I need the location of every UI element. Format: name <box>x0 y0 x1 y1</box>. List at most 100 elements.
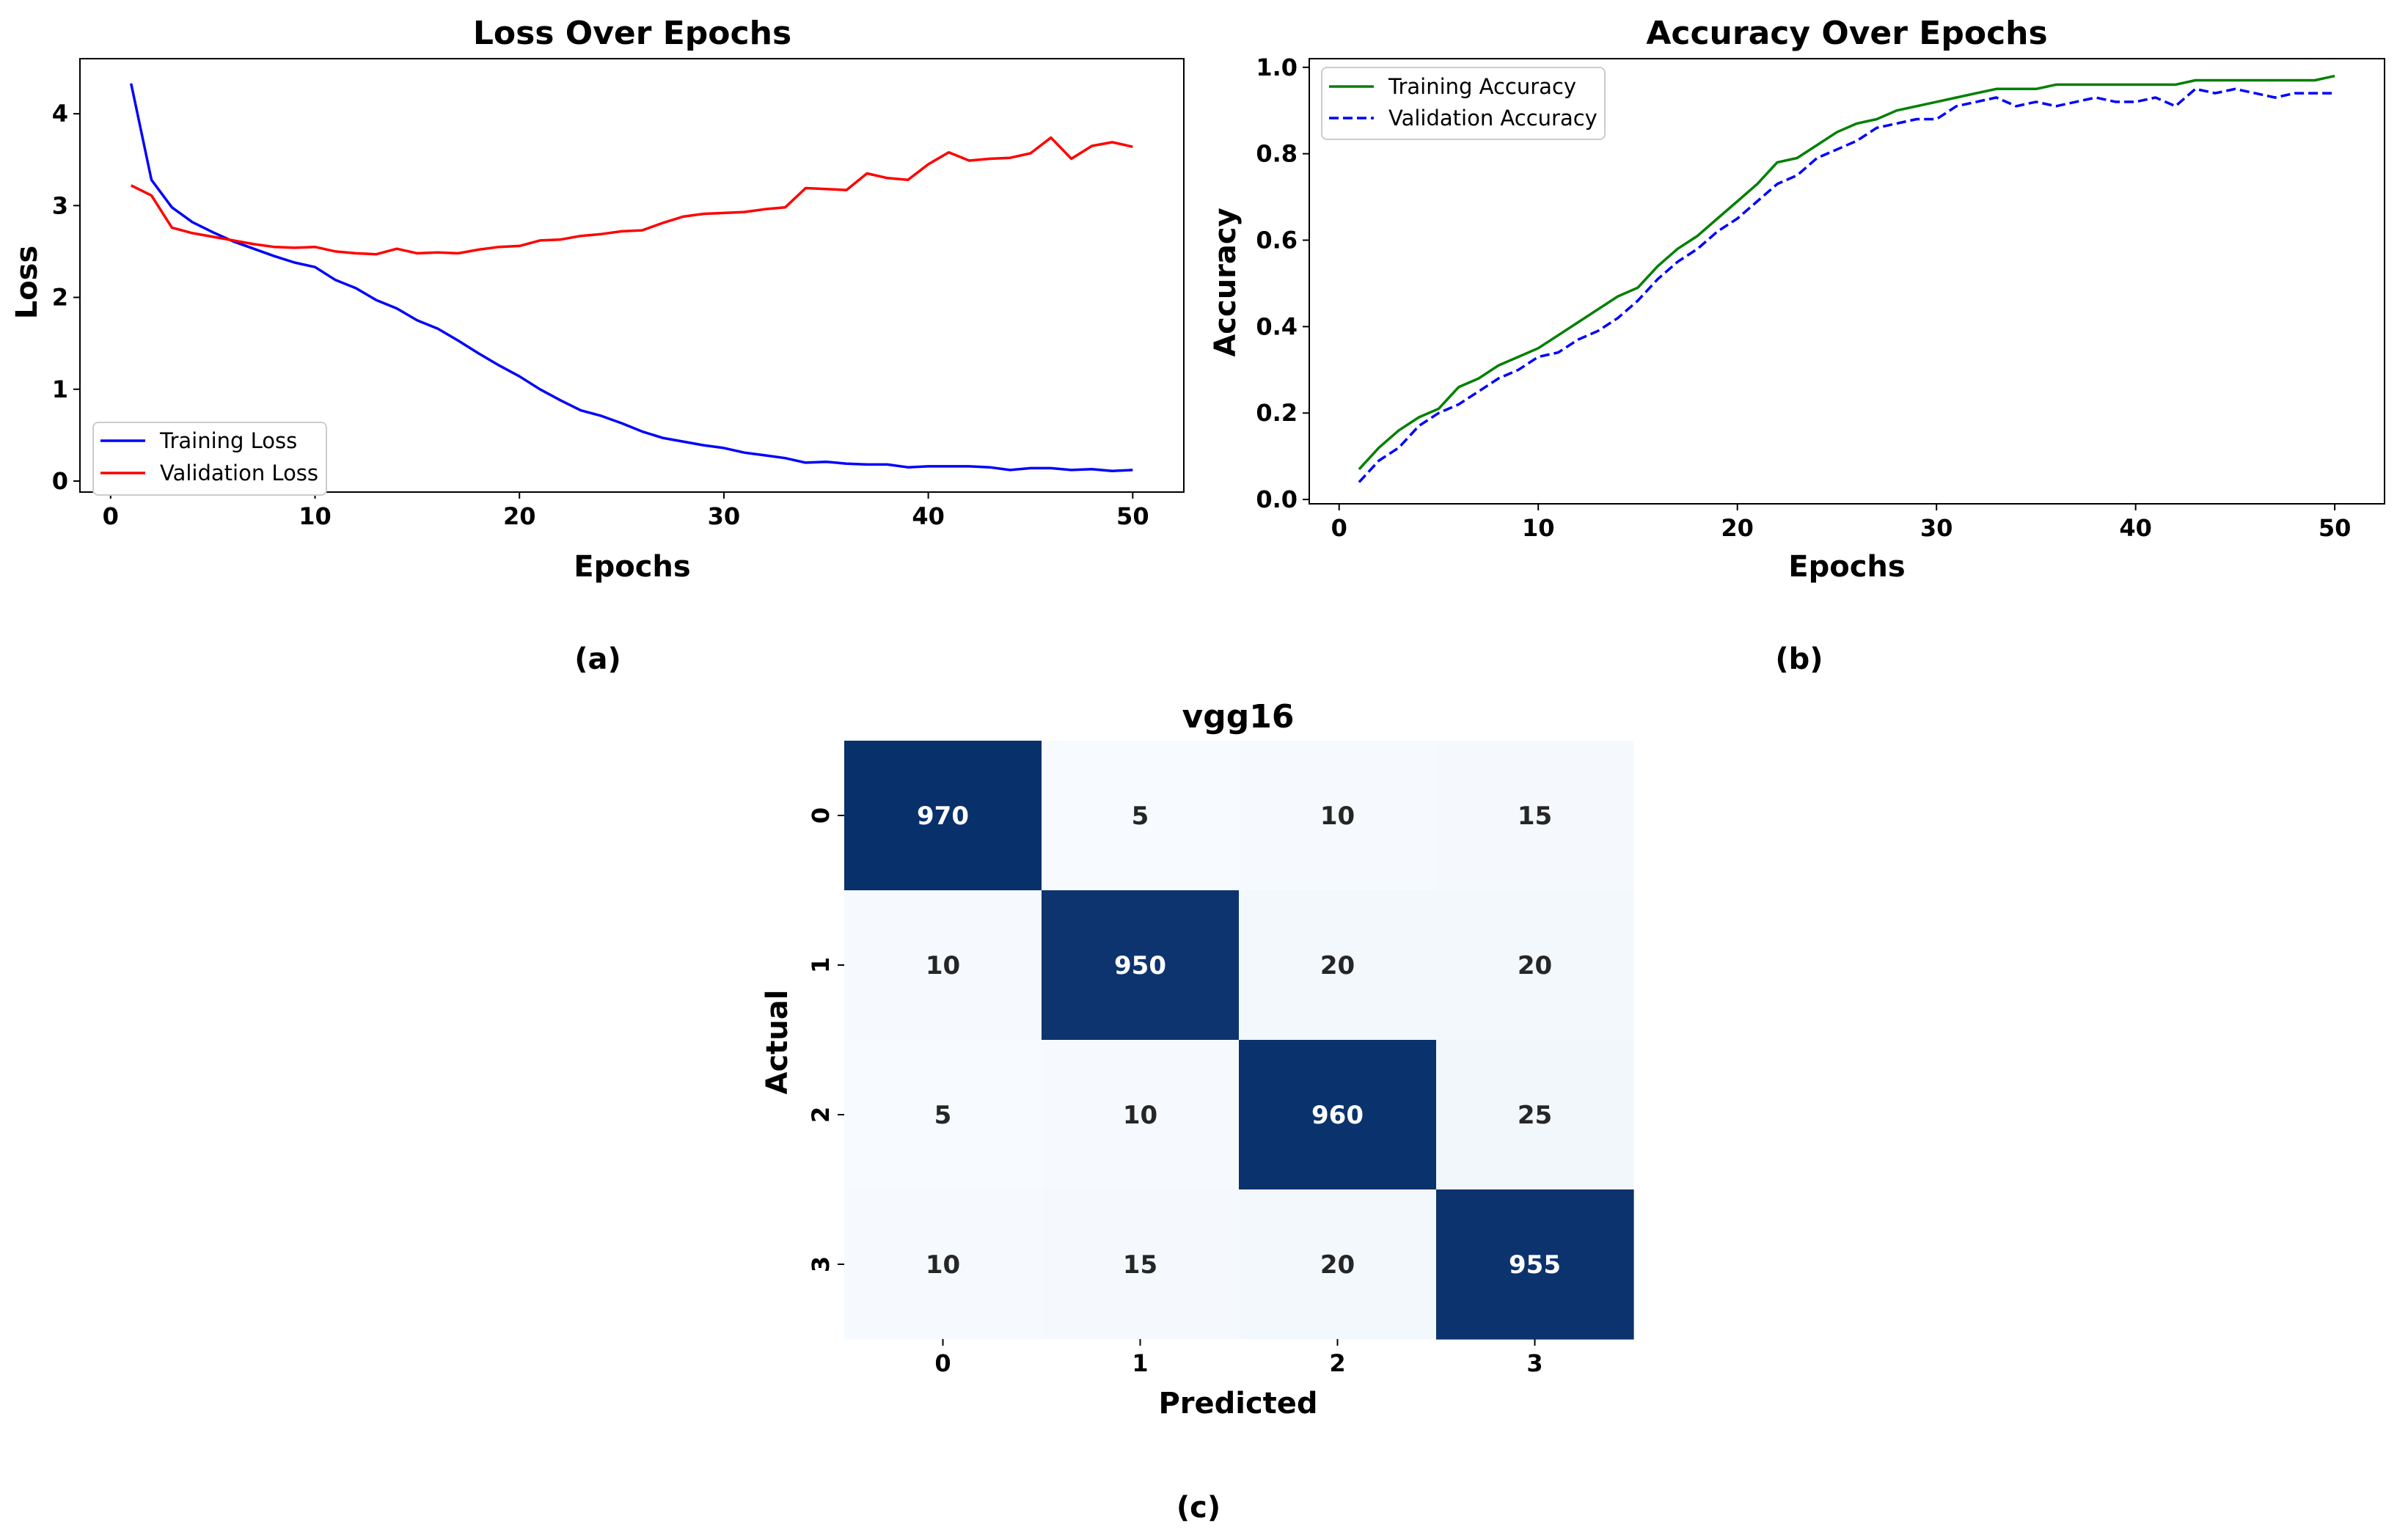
training-accuracy-line <box>1358 74 2335 471</box>
accuracy-legend: Training Accuracy Validation Accuracy <box>1321 67 1606 140</box>
heatmap-cell <box>1042 1040 1240 1190</box>
heatmap-cell <box>1436 890 1634 1041</box>
confusion-matrix-x-tick-label: 3 <box>1526 1349 1543 1377</box>
accuracy-y-axis-ticks: 0.0 0.2 0.4 0.6 0.8 1.0 <box>1256 54 1309 513</box>
loss-x-tick-label: 40 <box>912 502 945 530</box>
accuracy-x-axis-ticks: 0 10 20 30 40 50 <box>1331 504 2351 542</box>
heatmap-cell-value: 950 <box>1114 951 1166 980</box>
loss-y-tick-label: 2 <box>52 284 68 312</box>
heatmap-cell <box>1239 741 1437 891</box>
accuracy-legend-box <box>1321 67 1606 140</box>
loss-y-tick-label: 1 <box>52 375 68 403</box>
heatmap-cell <box>1239 890 1437 1041</box>
training-loss-line <box>129 83 1133 472</box>
panel-b-caption: (b) <box>1775 642 1823 676</box>
accuracy-x-axis-label: Epochs <box>1788 550 1905 584</box>
accuracy-x-tick-label: 40 <box>2119 514 2152 542</box>
loss-y-tick-label: 4 <box>52 100 68 128</box>
heatmap-cell-value: 15 <box>1123 1250 1157 1280</box>
heatmap-cell <box>1239 1189 1437 1340</box>
accuracy-y-tick-label: 0.8 <box>1256 140 1298 168</box>
heatmap-cell <box>1042 1189 1240 1340</box>
heatmap-cell-value: 25 <box>1518 1101 1552 1130</box>
heatmap-cell <box>844 1189 1042 1340</box>
loss-x-tick-label: 20 <box>503 502 536 530</box>
loss-y-tick-label: 3 <box>52 191 68 219</box>
validation-accuracy-line <box>1358 87 2335 483</box>
heatmap-cell <box>844 1040 1042 1190</box>
confusion-matrix-y-tick-label: 1 <box>807 957 835 973</box>
loss-legend-box <box>92 422 327 496</box>
confusion-matrix-x-tick-label: 2 <box>1329 1349 1345 1377</box>
accuracy-y-tick-label: 1.0 <box>1256 54 1298 81</box>
confusion-matrix-x-ticks: 0 1 2 3 <box>934 1339 1543 1377</box>
loss-x-tick-label: 30 <box>708 502 741 530</box>
accuracy-y-axis-label: Accuracy <box>1209 208 1243 356</box>
loss-x-tick-label: 0 <box>103 502 119 530</box>
confusion-matrix-y-tick-label: 2 <box>807 1107 835 1123</box>
validation-loss-legend-label: Validation Loss <box>160 461 318 485</box>
confusion-matrix-title: vgg16 <box>1182 698 1295 736</box>
heatmap-cell-value: 20 <box>1518 951 1552 980</box>
confusion-matrix-y-ticks: 0 1 2 3 <box>807 807 844 1272</box>
accuracy-x-tick-label: 20 <box>1721 514 1754 542</box>
loss-series-lines <box>129 83 1133 472</box>
heatmap-cell-value: 970 <box>917 802 969 831</box>
loss-chart-title: Loss Over Epochs <box>473 15 791 52</box>
heatmap-cell <box>1436 1040 1634 1190</box>
training-loss-legend-label: Training Loss <box>159 428 297 453</box>
loss-y-axis-ticks: 0 1 2 3 4 <box>52 100 80 495</box>
confusion-matrix-y-tick-label: 0 <box>807 807 835 824</box>
loss-x-tick-label: 10 <box>299 502 332 530</box>
accuracy-plot-frame <box>1309 58 2385 505</box>
heatmap-cell <box>844 890 1042 1041</box>
accuracy-x-tick-label: 0 <box>1331 514 1347 542</box>
loss-chart-panel: Loss Over Epochs 0 10 20 30 40 50 0 1 2 3 4 Epoch… <box>10 15 1185 676</box>
training-accuracy-legend-label: Training Accuracy <box>1388 74 1576 99</box>
accuracy-x-tick-label: 10 <box>1522 514 1555 542</box>
loss-y-tick-label: 0 <box>52 467 68 495</box>
heatmap-cell-value: 10 <box>1320 802 1355 831</box>
heatmap-cell-value: 5 <box>1132 802 1149 831</box>
heatmap-cell-value: 955 <box>1509 1250 1561 1280</box>
confusion-matrix-x-axis-label: Predicted <box>1158 1387 1317 1420</box>
heatmap-cell-value: 20 <box>1320 951 1355 980</box>
accuracy-series-lines <box>1358 74 2335 483</box>
loss-x-axis-ticks: 0 10 20 30 40 50 <box>103 492 1149 530</box>
confusion-matrix-x-tick-label: 1 <box>1132 1349 1148 1377</box>
accuracy-chart-title: Accuracy Over Epochs <box>1646 15 2047 52</box>
confusion-matrix-y-axis-label: Actual <box>761 990 794 1095</box>
accuracy-y-tick-label: 0.6 <box>1256 227 1298 254</box>
heatmap-cell <box>1239 1040 1437 1190</box>
validation-loss-line <box>130 136 1133 256</box>
heatmap-cell-value: 10 <box>1123 1101 1157 1130</box>
loss-x-tick-label: 50 <box>1116 502 1149 530</box>
accuracy-y-tick-label: 0.2 <box>1256 399 1298 427</box>
heatmap-cell-value: 10 <box>926 1250 960 1280</box>
loss-plot-frame <box>79 58 1185 493</box>
validation-accuracy-legend-label: Validation Accuracy <box>1388 106 1598 131</box>
accuracy-x-tick-label: 30 <box>1920 514 1953 542</box>
heatmap-cell-value: 10 <box>926 951 960 980</box>
confusion-matrix-y-tick-label: 3 <box>807 1256 835 1272</box>
confusion-matrix-cells: 970 5 10 15 10 950 20 20 5 10 960 25 10 15 20 955 <box>844 741 1634 1340</box>
accuracy-y-tick-label: 0.0 <box>1256 485 1298 513</box>
heatmap-cell <box>1436 741 1634 891</box>
panel-c-caption: (c) <box>1176 1491 1221 1525</box>
accuracy-y-tick-label: 0.4 <box>1256 312 1298 340</box>
confusion-matrix-x-tick-label: 0 <box>934 1349 951 1377</box>
accuracy-chart-panel: Accuracy Over Epochs 0 10 20 30 40 50 0.00.20… <box>1209 15 2385 676</box>
loss-x-axis-label: Epochs <box>574 550 690 584</box>
heatmap-cell <box>844 741 1042 891</box>
heatmap-cell-value: 5 <box>934 1101 952 1130</box>
heatmap-cell <box>1436 1189 1634 1340</box>
panel-a-caption: (a) <box>574 642 621 676</box>
heatmap-cell-value: 20 <box>1320 1250 1355 1280</box>
heatmap-cell <box>1042 741 1240 891</box>
loss-legend: Training Loss Validation Loss <box>92 422 327 496</box>
heatmap-cell-value: 15 <box>1518 802 1552 831</box>
loss-y-axis-label: Loss <box>10 246 44 320</box>
heatmap-cell <box>1042 890 1240 1041</box>
